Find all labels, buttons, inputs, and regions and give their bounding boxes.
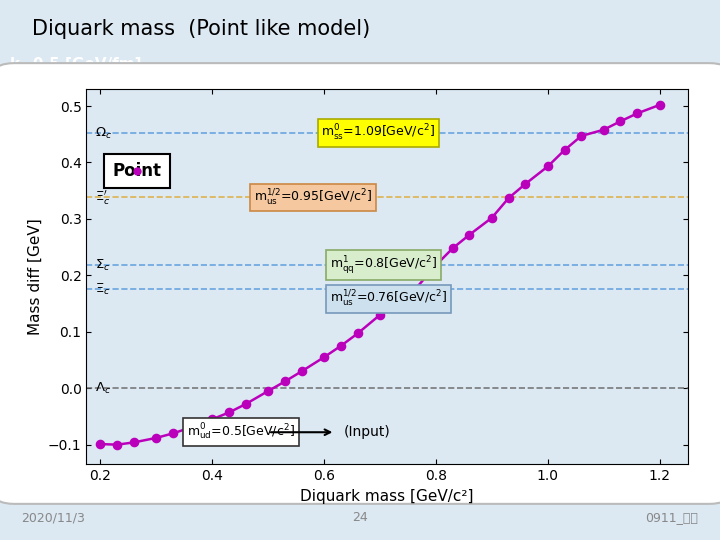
Point — [559, 146, 570, 154]
Point — [296, 367, 307, 376]
Point — [94, 440, 106, 448]
Point — [150, 434, 162, 442]
Point — [503, 194, 514, 202]
Point — [631, 109, 643, 118]
Text: Diquark mass  (Point like model): Diquark mass (Point like model) — [32, 19, 371, 39]
Point — [654, 100, 665, 109]
X-axis label: Diquark mass [GeV/c²]: Diquark mass [GeV/c²] — [300, 489, 474, 504]
Point — [575, 132, 587, 140]
Point — [352, 329, 364, 338]
Text: 2020/11/3: 2020/11/3 — [22, 511, 86, 524]
Text: 24: 24 — [352, 511, 368, 524]
Text: $\Xi_c'$: $\Xi_c'$ — [95, 188, 110, 206]
Point — [112, 440, 123, 449]
Point — [430, 261, 441, 269]
Point — [464, 231, 475, 239]
Text: $\Xi_c$: $\Xi_c$ — [95, 282, 110, 297]
Point — [223, 408, 235, 417]
Point — [615, 117, 626, 126]
Text: (Input): (Input) — [343, 425, 390, 439]
Text: $\Lambda_c$: $\Lambda_c$ — [95, 381, 111, 396]
Point — [167, 429, 179, 438]
Text: $\mathregular{m^{1/2}_{us}}$=0.95[GeV/c$^2$]: $\mathregular{m^{1/2}_{us}}$=0.95[GeV/c$… — [254, 187, 373, 207]
Point — [184, 423, 196, 432]
Text: 0911_東北: 0911_東北 — [646, 511, 698, 524]
Point — [598, 125, 609, 134]
Text: k=0.5 [GeV/fm]: k=0.5 [GeV/fm] — [10, 57, 142, 72]
Point — [128, 438, 140, 447]
Text: $\mathregular{m^0_{ss}}$=1.09[GeV/c$^2$]: $\mathregular{m^0_{ss}}$=1.09[GeV/c$^2$] — [321, 123, 435, 143]
Point — [207, 415, 218, 423]
Y-axis label: Mass diff [GeV]: Mass diff [GeV] — [27, 218, 42, 335]
FancyBboxPatch shape — [0, 63, 720, 504]
Point — [279, 377, 291, 386]
Point — [486, 213, 498, 222]
Point — [335, 342, 346, 350]
Point — [542, 162, 554, 171]
Point — [318, 353, 330, 361]
Text: Point: Point — [112, 162, 161, 180]
Point — [240, 400, 251, 408]
Point — [374, 310, 386, 319]
Text: $\mathregular{m^1_{qq}}$=0.8[GeV/c$^2$]: $\mathregular{m^1_{qq}}$=0.8[GeV/c$^2$] — [330, 254, 437, 276]
Point — [447, 244, 459, 253]
Text: $\Omega_c$: $\Omega_c$ — [95, 126, 112, 141]
Text: $\mathregular{m^0_{ud}}$=0.5[GeV/c$^2$]: $\mathregular{m^0_{ud}}$=0.5[GeV/c$^2$] — [187, 422, 295, 442]
Point — [391, 298, 402, 307]
Point — [408, 287, 419, 295]
Text: $\mathregular{m^{1/2}_{us}}$=0.76[GeV/c$^2$]: $\mathregular{m^{1/2}_{us}}$=0.76[GeV/c$… — [330, 289, 447, 309]
Text: $\Sigma_c$: $\Sigma_c$ — [95, 258, 110, 273]
Point — [520, 180, 531, 188]
Point — [262, 387, 274, 395]
